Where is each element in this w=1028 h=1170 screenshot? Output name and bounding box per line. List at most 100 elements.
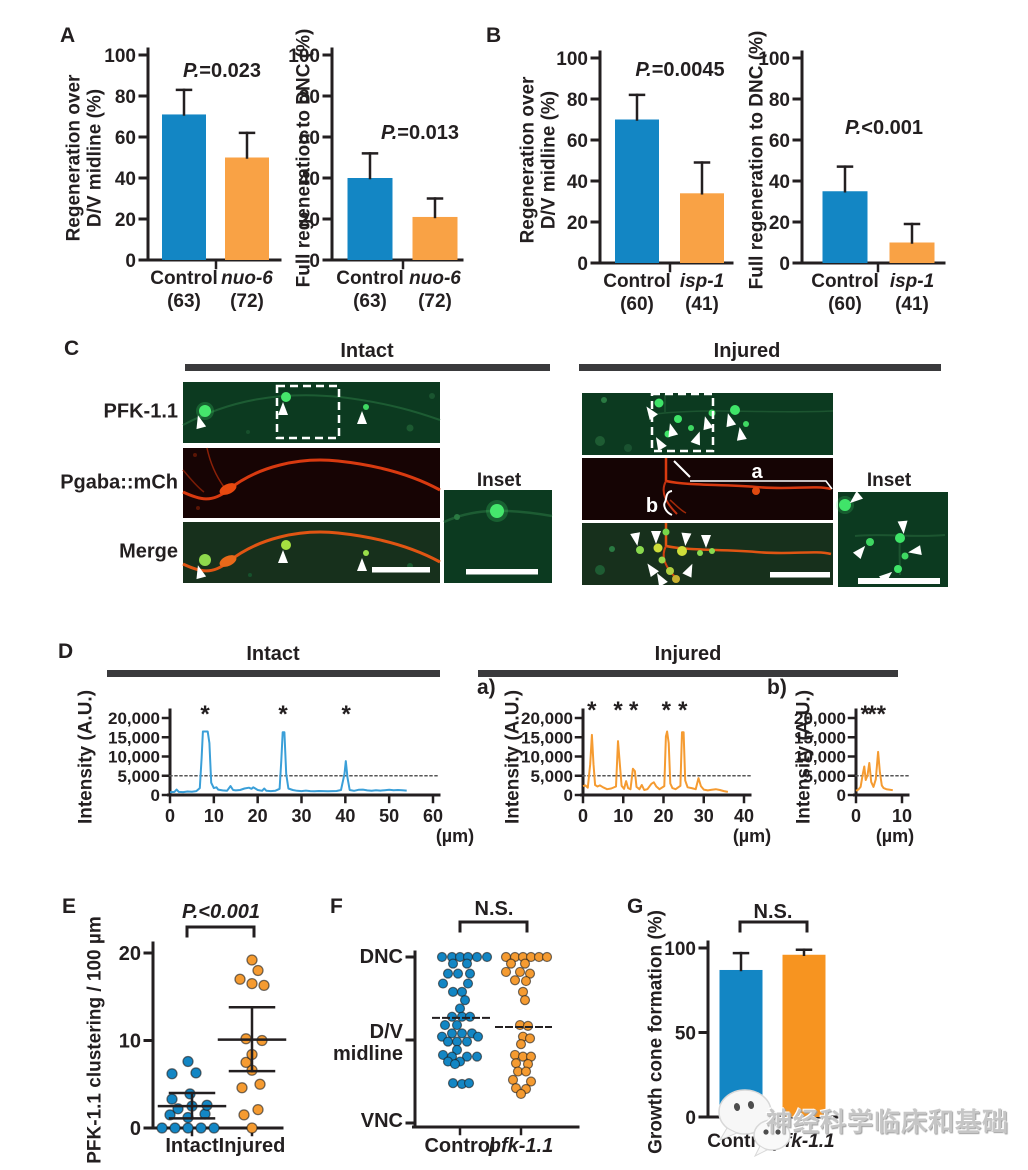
y-tick-label: 60 — [567, 131, 588, 152]
data-point — [463, 1078, 475, 1089]
y-tick-label: 5,000 — [530, 767, 573, 786]
y-tick-label: 20 — [115, 210, 136, 231]
peak-asterisk: * — [678, 697, 688, 724]
count-label: (41) — [685, 294, 719, 315]
y-tick-label: 0 — [779, 254, 790, 275]
data-point — [182, 1055, 194, 1068]
count-label: (63) — [353, 291, 387, 312]
peak-asterisk: * — [278, 701, 288, 728]
panel-d-label: D — [58, 640, 74, 663]
y-tick-label: 20 — [769, 213, 790, 234]
peak-asterisk: * — [200, 701, 210, 728]
x-tick-label: 50 — [379, 806, 399, 826]
peak-asterisk: * — [629, 697, 639, 724]
data-point — [507, 1074, 519, 1085]
data-point — [195, 1122, 207, 1134]
panel-A1-chart: 0 20 40 60 80 100 Control(63) nuo-6(72) P.=0.023 — [104, 46, 282, 312]
count-label: (72) — [418, 291, 452, 312]
p-value-label: P.=0.023 — [183, 60, 261, 82]
panel-E-chart: 0 10 20 Intact Injured P.<0.001 — [119, 901, 287, 1157]
category-label: nuo-6 — [221, 268, 273, 289]
y-tick-label: 0 — [685, 1108, 696, 1129]
data-point — [461, 1051, 473, 1062]
x-tick-label: 30 — [694, 806, 714, 826]
row-label-pgaba: Pgaba::mCh — [60, 471, 178, 494]
y-tick-label: 40 — [567, 172, 588, 193]
data-point — [166, 1093, 178, 1105]
data-point — [519, 995, 531, 1006]
x-tick-label: 10 — [613, 806, 633, 826]
data-point — [515, 1088, 527, 1100]
data-point — [456, 986, 468, 997]
y-tick-label: 10 — [119, 1031, 141, 1053]
y-tick-label: 20,000 — [521, 709, 573, 728]
x-tick-label: 0 — [851, 806, 861, 826]
intact-inset-image — [443, 490, 553, 583]
y-tick-label: 0 — [577, 254, 588, 275]
y-tick-label: 80 — [567, 90, 588, 111]
annotation-a-line — [673, 460, 691, 478]
category-label: isp-1 — [680, 271, 724, 292]
data-point — [464, 968, 476, 979]
y-tick-label: 15,000 — [108, 728, 160, 747]
data-point — [520, 1066, 532, 1077]
intensity-trace — [169, 730, 407, 794]
count-label: (63) — [167, 291, 201, 312]
data-point — [471, 1051, 483, 1062]
data-point — [472, 1031, 484, 1042]
data-point — [456, 1028, 468, 1039]
data-point — [442, 968, 454, 979]
panel-g-label: G — [627, 895, 644, 918]
watermark-text: 神经科学临床和基础 — [766, 1107, 1010, 1137]
x-tick-label: 10 — [204, 806, 224, 826]
inset-outline-box — [275, 384, 341, 440]
intact-header-bar — [185, 364, 550, 371]
y-tick-label: 20 — [299, 210, 320, 231]
data-point — [509, 975, 521, 986]
y-tick-label: 80 — [115, 87, 136, 108]
data-point — [481, 951, 493, 963]
x-axis-unit-label: (µm) — [436, 826, 474, 846]
data-point — [436, 951, 448, 963]
intensity-trace — [855, 750, 893, 792]
y-tick-label: 5,000 — [803, 767, 846, 786]
p-value-label: N.S. — [754, 901, 793, 923]
f-ytick-dnc: DNC — [359, 946, 403, 968]
segment-b-label: b — [646, 495, 658, 517]
panel-f-label: F — [330, 895, 343, 918]
category-label: isp-1 — [890, 271, 934, 292]
injured-header-bar — [579, 364, 941, 371]
x-tick-label: 60 — [423, 806, 443, 826]
data-point — [471, 951, 483, 963]
injured-inset-label: Inset — [866, 470, 912, 491]
intact-merge-image — [182, 522, 441, 583]
bar-nuo-6 — [225, 157, 269, 260]
bar-nuo-6 — [412, 216, 458, 260]
category-label: Control — [150, 268, 218, 289]
y-tick-label: 15,000 — [521, 728, 573, 747]
injured-pfk-image — [582, 392, 834, 455]
count-label: (72) — [230, 291, 264, 312]
y-tick-label: 15,000 — [794, 728, 846, 747]
panel-e-label: E — [62, 895, 77, 918]
y-tick-label: 0 — [125, 251, 136, 272]
panel-b-label: B — [486, 24, 502, 47]
bar-pfk-1.1 — [782, 954, 826, 1117]
category-label: Control — [424, 1135, 495, 1157]
intensity-trace — [582, 730, 729, 793]
y-tick-label: 40 — [299, 169, 320, 190]
data-point — [446, 1011, 458, 1022]
panel-B2-chart: 0 20 40 60 80 100 Control(60) isp-1(41) P.<0.001 — [758, 49, 946, 315]
injured-mcherry-image: a b — [582, 458, 833, 520]
x-tick-label: 30 — [291, 806, 311, 826]
data-point — [520, 975, 532, 987]
injured-inset-image — [836, 490, 948, 587]
category-label: nuo-6 — [409, 268, 461, 289]
y-tick-label: 20,000 — [794, 709, 846, 728]
data-point — [446, 1028, 458, 1039]
data-point — [451, 1019, 463, 1031]
count-label: (41) — [895, 294, 929, 315]
y-tick-label: 50 — [675, 1024, 696, 1045]
y-tick-label: 80 — [769, 90, 790, 111]
